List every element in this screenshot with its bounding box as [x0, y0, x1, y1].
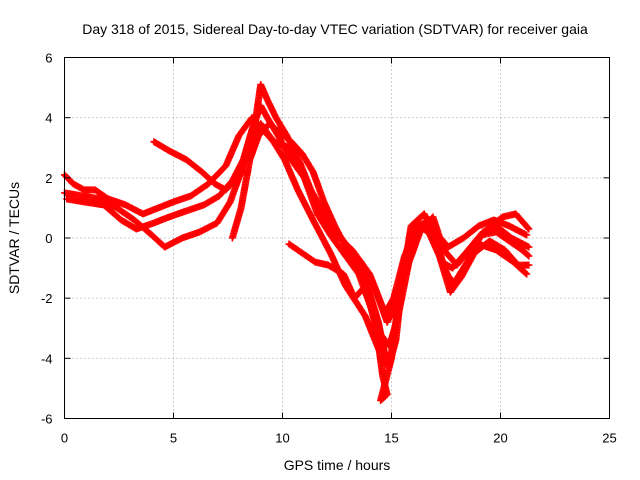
x-tick-label: 0	[61, 431, 68, 446]
x-axis-label: GPS time / hours	[284, 457, 391, 473]
data-points-layer	[61, 81, 533, 404]
data-point	[524, 224, 532, 232]
data-point	[523, 231, 531, 239]
axis-ticks: 0 5 10 15 20 25 -6 -4 -2 0 2 4 6	[41, 51, 617, 446]
series-pass-f	[285, 222, 533, 404]
y-tick-label: 4	[45, 111, 52, 126]
data-point	[525, 261, 533, 269]
x-tick-label: 25	[602, 431, 616, 446]
y-tick-label: 6	[45, 51, 52, 66]
y-tick-label: -6	[41, 412, 53, 427]
x-tick-label: 5	[170, 431, 177, 446]
data-point	[525, 243, 533, 251]
data-point	[523, 270, 531, 278]
y-tick-label: 2	[45, 171, 52, 186]
series-pass-c	[63, 102, 531, 350]
chart-title: Day 318 of 2015, Sidereal Day-to-day VTE…	[82, 21, 588, 37]
data-point	[525, 225, 533, 233]
y-axis-label: SDTVAR / TECUs	[6, 182, 22, 294]
y-tick-label: -2	[41, 291, 53, 306]
data-point	[524, 251, 532, 259]
y-tick-label: 0	[45, 231, 52, 246]
x-tick-label: 20	[493, 431, 507, 446]
x-tick-label: 15	[384, 431, 398, 446]
data-point	[525, 252, 533, 260]
y-tick-label: -4	[41, 351, 53, 366]
x-tick-label: 10	[275, 431, 289, 446]
data-point	[522, 269, 530, 277]
